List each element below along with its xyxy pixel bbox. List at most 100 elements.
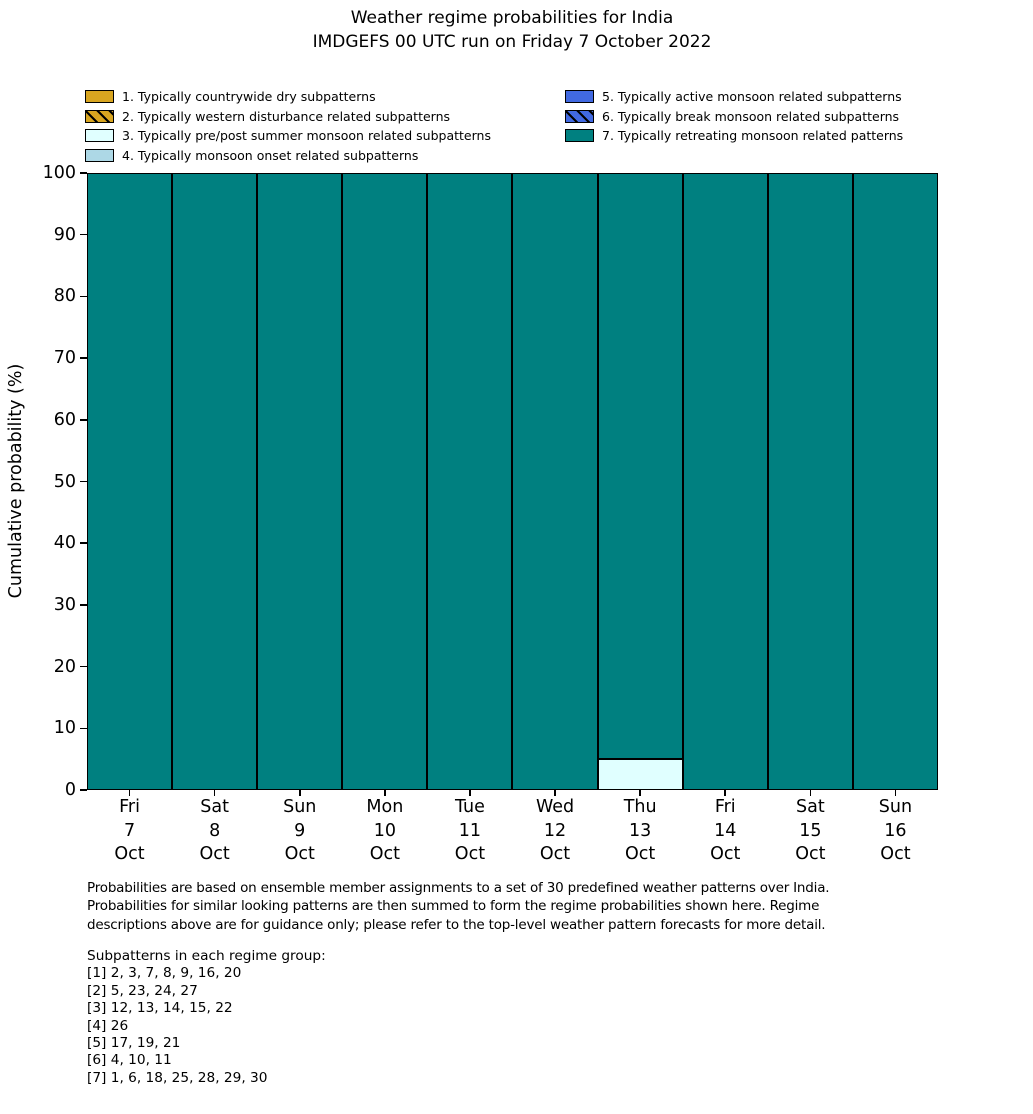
- x-tick-label-month: Oct: [710, 844, 741, 864]
- x-tick-label-day: Sun: [283, 797, 317, 817]
- x-tick-label: Mon 10 Oct: [335, 796, 435, 867]
- subpatterns-line: [5] 17, 19, 21: [87, 1035, 181, 1052]
- footer-line: Probabilities are based on ensemble memb…: [87, 880, 830, 896]
- x-tick-label-date: 16: [884, 820, 907, 841]
- x-tick-mark: [724, 790, 727, 796]
- y-tick-mark: [80, 233, 87, 236]
- y-tick-label: 30: [53, 594, 76, 615]
- legend-item: 3. Typically pre/post summer monsoon rel…: [85, 126, 491, 146]
- y-tick-mark: [80, 419, 87, 421]
- legend-item-label: 7. Typically retreating monsoon related …: [602, 128, 904, 144]
- x-tick-label: Sun 9 Oct: [250, 796, 350, 867]
- legend-swatch: [85, 109, 114, 123]
- x-tick-label: Thu 13 Oct: [590, 796, 690, 867]
- bar-segment: [852, 173, 938, 790]
- bar-segment: [597, 759, 683, 790]
- chart-subtitle: IMDGEFS 00 UTC run on Friday 7 October 2…: [312, 32, 712, 52]
- y-tick-label: 20: [53, 656, 76, 677]
- x-tick-mark: [894, 790, 897, 796]
- x-tick-label-month: Oct: [284, 844, 315, 864]
- x-tick-mark: [554, 790, 556, 796]
- legend-item-label: 4. Typically monsoon onset related subpa…: [122, 147, 419, 163]
- bar-fri-7: [87, 173, 173, 790]
- chart-title: Weather regime probabilities for India: [350, 8, 674, 28]
- x-tick-label-day: Fri: [119, 797, 140, 817]
- legend-item: 6. Typically break monsoon related subpa…: [565, 107, 903, 127]
- legend-column-right: 5. Typically active monsoon related subp…: [565, 87, 903, 146]
- x-tick-label-month: Oct: [199, 844, 230, 864]
- legend-swatch: [565, 90, 594, 104]
- subpatterns-line: [2] 5, 23, 24, 27: [87, 982, 198, 999]
- bar-segment: [342, 173, 428, 790]
- y-tick-mark: [80, 604, 87, 606]
- y-tick-mark: [80, 480, 87, 483]
- x-tick-label-month: Oct: [625, 844, 656, 864]
- bar-segment: [682, 173, 768, 790]
- bar-sat-8: [172, 173, 258, 790]
- x-tick-label: Sat 8 Oct: [165, 796, 265, 867]
- legend-swatch: [85, 90, 114, 104]
- x-tick-mark: [298, 790, 301, 796]
- legend-swatch: [565, 109, 594, 123]
- x-tick-mark: [128, 790, 131, 796]
- x-tick-label: Sun 16 Oct: [845, 796, 945, 867]
- subpatterns-line: [6] 4, 10, 11: [87, 1052, 172, 1069]
- legend-item-label: 6. Typically break monsoon related subpa…: [602, 108, 900, 124]
- y-tick-mark: [80, 727, 87, 730]
- y-tick-mark: [80, 789, 87, 791]
- x-tick-label-date: 11: [458, 820, 482, 841]
- x-tick-mark: [469, 790, 471, 796]
- bar-segment: [427, 173, 513, 790]
- x-tick-label: Tue 11 Oct: [420, 796, 520, 867]
- bar-fri-14: [682, 173, 768, 790]
- x-tick-label-date: 9: [294, 820, 306, 841]
- x-tick-label-month: Oct: [454, 844, 486, 864]
- x-tick-label-day: Wed: [535, 797, 575, 817]
- y-tick-mark: [80, 357, 87, 359]
- legend-item-label: 2. Typically western disturbance related…: [122, 108, 451, 124]
- subpatterns-heading: Subpatterns in each regime group:: [87, 948, 326, 964]
- subpatterns-line: [3] 12, 13, 14, 15, 22: [87, 1000, 233, 1017]
- footer-line: descriptions above are for guidance only…: [87, 916, 826, 933]
- x-tick-label-date: 12: [543, 820, 567, 841]
- y-tick-mark: [80, 665, 87, 668]
- x-tick-label-month: Oct: [539, 844, 571, 864]
- x-tick-label-date: 13: [629, 820, 652, 841]
- y-tick-label: 10: [53, 718, 76, 739]
- subpatterns-line: [1] 2, 3, 7, 8, 9, 16, 20: [87, 965, 242, 982]
- x-tick-label-day: Tue: [454, 797, 485, 817]
- x-tick-label-day: Sun: [878, 797, 913, 817]
- legend-item: 2. Typically western disturbance related…: [85, 107, 491, 127]
- x-tick-label-day: Sat: [200, 797, 229, 817]
- chart-title-block: Weather regime probabilities for India I…: [0, 6, 1024, 54]
- bar-segment: [767, 173, 853, 790]
- y-tick-mark: [80, 172, 87, 174]
- legend-item-label: 5. Typically active monsoon related subp…: [602, 89, 902, 105]
- x-tick-mark: [384, 790, 386, 796]
- bar-sat-15: [767, 173, 853, 790]
- x-tick-label-month: Oct: [114, 844, 145, 864]
- legend-item-label: 3. Typically pre/post summer monsoon rel…: [122, 128, 491, 144]
- subpatterns-line: [7] 1, 6, 18, 25, 28, 29, 30: [87, 1069, 268, 1086]
- legend-item-label: 1. Typically countrywide dry subpatterns: [122, 89, 376, 105]
- y-tick-label: 70: [53, 348, 76, 369]
- y-tick-label: 100: [42, 163, 76, 183]
- bar-sun-9: [257, 173, 343, 790]
- y-tick-label: 40: [53, 533, 76, 554]
- x-tick-label-date: 14: [714, 820, 737, 841]
- x-tick-label: Fri 7 Oct: [80, 796, 180, 867]
- x-tick-label: Wed 12 Oct: [505, 796, 605, 867]
- legend-item: 5. Typically active monsoon related subp…: [565, 87, 903, 107]
- x-tick-label-day: Mon: [366, 797, 404, 817]
- bar-mon-10: [342, 173, 428, 790]
- bar-thu-13: [597, 173, 683, 790]
- x-tick-mark: [639, 790, 641, 796]
- bar-wed-12: [512, 173, 598, 790]
- x-tick-mark: [809, 790, 812, 796]
- x-tick-label-day: Fri: [714, 797, 736, 817]
- bar-sun-16: [852, 173, 938, 790]
- bar-segment: [597, 173, 683, 760]
- subpatterns-list: Subpatterns in each regime group: [1] 2, …: [87, 948, 326, 1087]
- bar-segment: [257, 173, 343, 790]
